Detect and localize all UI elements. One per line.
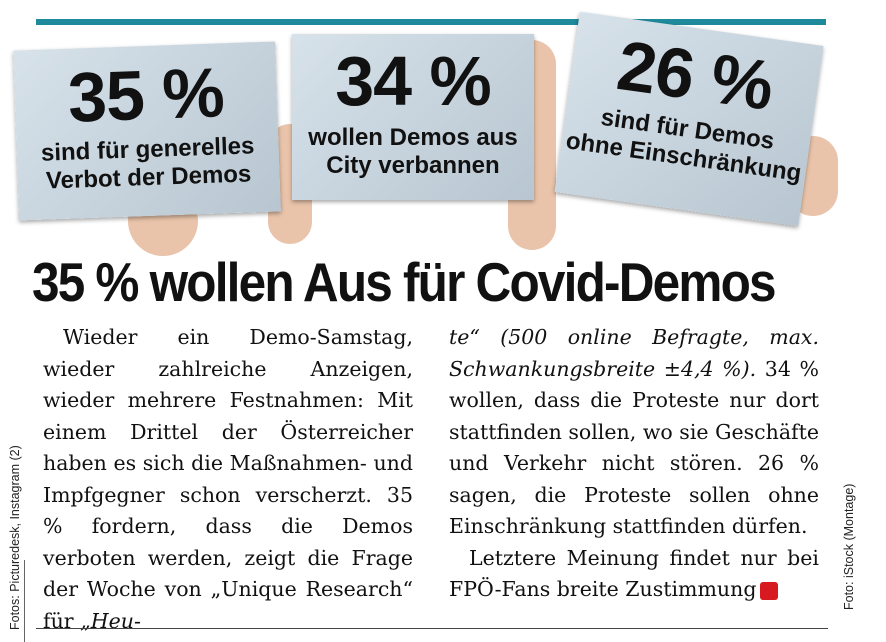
- sign-34: 34 % wollen Demos aus City verbannen: [292, 34, 534, 200]
- protest-signs-photo: 35 % sind für generelles Verbot der Demo…: [0, 11, 886, 256]
- sign-35: 35 % sind für generelles Verbot der Demo…: [13, 41, 281, 221]
- photo-credit-right: Foto: iStock (Montage): [842, 483, 856, 610]
- survey-note: te“ (500 online Befragte, max. Schwankun…: [449, 325, 819, 381]
- side-divider: [24, 560, 25, 642]
- body-text: 34 % wollen, dass die Proteste nur dort …: [449, 356, 819, 539]
- paragraph: Letztere Meinung findet nur bei FPÖ-Fans…: [449, 543, 819, 606]
- article-column-2: te“ (500 online Befragte, max. Schwankun…: [449, 322, 819, 606]
- body-text: Letztere Meinung findet nur bei FPÖ-Fans…: [449, 545, 819, 602]
- article-column-1: Wieder ein Demo-Samstag, wieder zahlreic…: [43, 322, 413, 637]
- sign-caption-line: wollen Demos aus: [308, 124, 518, 151]
- bottom-divider: [36, 628, 828, 629]
- body-text: Wieder ein Demo-Samstag, wieder zahlreic…: [43, 325, 413, 633]
- photo-credit-left: Fotos: Picturedesk, Instagram (2): [8, 445, 22, 630]
- sign-percent: 35 %: [66, 53, 225, 137]
- article-headline: 35 % wollen Aus für Covid-Demos: [32, 251, 777, 313]
- paragraph: Wieder ein Demo-Samstag, wieder zahlreic…: [43, 322, 413, 637]
- sign-percent: 34 %: [335, 42, 492, 120]
- heute-logo-icon: H: [760, 581, 791, 600]
- paragraph: te“ (500 online Befragte, max. Schwankun…: [449, 322, 819, 543]
- sign-26: 26 % sind für Demos ohne Einschränkung: [554, 11, 824, 227]
- sign-caption-line: City verbannen: [326, 151, 500, 179]
- top-accent-rule: [36, 19, 826, 25]
